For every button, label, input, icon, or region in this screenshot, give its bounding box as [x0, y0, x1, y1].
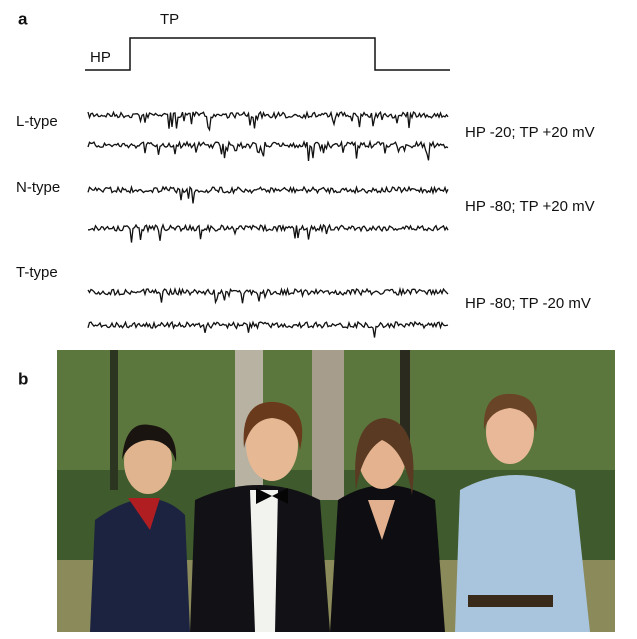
- current-trace: [87, 286, 449, 305]
- channel-label: N-type: [16, 179, 60, 196]
- photo: [57, 350, 615, 632]
- protocol-label: HP: [90, 49, 111, 66]
- voltage-protocol: [85, 37, 450, 71]
- protocol-label: TP: [160, 11, 179, 28]
- channel-label: T-type: [16, 264, 58, 281]
- condition-label: HP -20; TP +20 mV: [465, 124, 595, 141]
- panel-label: a: [18, 9, 28, 28]
- traces: [87, 110, 449, 338]
- current-trace: [87, 110, 449, 132]
- channel-label: L-type: [16, 113, 58, 130]
- current-trace: [87, 139, 449, 161]
- panel-label: b: [18, 369, 28, 388]
- current-trace: [88, 223, 449, 243]
- current-trace: [87, 184, 449, 204]
- condition-label: HP -80; TP -20 mV: [465, 295, 591, 312]
- current-trace: [87, 320, 449, 338]
- condition-label: HP -80; TP +20 mV: [465, 198, 595, 215]
